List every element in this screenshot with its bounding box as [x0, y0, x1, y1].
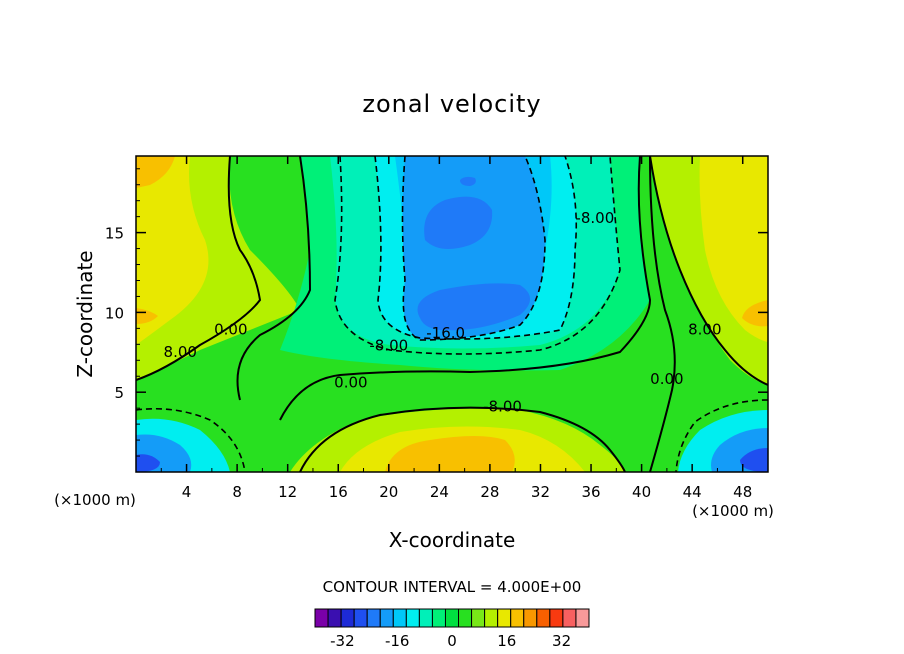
- field-lower-left-dark: [136, 454, 160, 472]
- x-tick-label: 44: [683, 483, 702, 501]
- colorbar-swatch: [575, 608, 590, 628]
- colorbar-swatch: [392, 608, 407, 628]
- x-axis-label: X-coordinate: [389, 528, 516, 552]
- field-lower-orange: [385, 436, 515, 472]
- y-tick-label: 5: [114, 384, 124, 402]
- x-tick-label: 28: [480, 483, 499, 501]
- contour-value-label: -16.0: [426, 324, 465, 342]
- field-lower-right-dark: [740, 448, 768, 472]
- y-tick-label: 15: [105, 225, 124, 243]
- x-tick-label: 20: [379, 483, 398, 501]
- colorbar-swatch: [431, 608, 446, 628]
- contour-lines: [136, 156, 768, 472]
- colorbar-tick-label: -32: [330, 632, 355, 650]
- contour-value-label: 8.00: [164, 343, 197, 361]
- colorbar-tick-label: 16: [497, 632, 516, 650]
- field-blue-core-1: [424, 196, 493, 249]
- contour-line-0-left: [236, 156, 312, 401]
- colorbar: -32 -16 0 16 32: [314, 608, 590, 650]
- field-left-core: [136, 156, 209, 345]
- y-axis-label: Z-coordinate: [73, 250, 97, 377]
- contour-value-label: 0.00: [650, 370, 683, 388]
- contour-labels: 8.000.00-8.00-16.0-8.000.00-8.000.008.00: [164, 209, 722, 415]
- contour-field: [136, 156, 768, 472]
- field-right-orange: [742, 300, 768, 327]
- colorbar-swatch: [379, 608, 394, 628]
- x-tick-label: 24: [430, 483, 449, 501]
- colorbar-tick-label: -16: [385, 632, 410, 650]
- contour-line-8-lower: [299, 406, 626, 472]
- contour-value-label: -8.00: [483, 397, 522, 415]
- colorbar-swatch: [353, 608, 368, 628]
- colorbar-swatch: [562, 608, 577, 628]
- colorbar-swatch: [471, 608, 486, 628]
- x-axis: 4 8 12 16 20 24 28 32 36 40 44 48: [160, 156, 752, 501]
- x-tick-label: 4: [182, 483, 192, 501]
- contour-interval-text: CONTOUR INTERVAL = 4.000E+00: [323, 578, 582, 596]
- plot-frame: [135, 155, 769, 473]
- colorbar-swatch: [444, 608, 460, 628]
- contour-line-neg16: [401, 156, 546, 341]
- y-axis: 5 10 15: [105, 168, 768, 457]
- x-tick-label: 40: [632, 483, 651, 501]
- colorbar-swatch: [327, 608, 342, 628]
- colorbar-swatch: [484, 608, 499, 628]
- contour-value-label: 0.00: [334, 373, 367, 391]
- colorbar-swatch: [405, 608, 420, 628]
- contour-line-neg8-lower-left: [136, 407, 246, 472]
- field-left-top-orange: [136, 156, 175, 188]
- chart-title: zonal velocity: [362, 90, 541, 118]
- contour-line-0-right: [649, 156, 676, 472]
- colorbar-swatch: [536, 608, 551, 628]
- x-tick-label: 48: [733, 483, 752, 501]
- field-right-core: [699, 156, 768, 342]
- x-tick-label: 12: [278, 483, 297, 501]
- y-tick-label: 10: [105, 304, 124, 322]
- x-tick-label: 32: [531, 483, 550, 501]
- colorbar-swatch: [458, 608, 473, 628]
- x-unit-right: (×1000 m): [692, 502, 774, 520]
- colorbar-swatch: [418, 608, 433, 628]
- colorbar-tick-label: 0: [447, 632, 457, 650]
- contour-value-label: -8.00: [575, 209, 614, 227]
- colorbar-swatch: [366, 608, 381, 628]
- colorbar-tick-label: 32: [552, 632, 571, 650]
- colorbar-swatch: [314, 608, 329, 628]
- contour-line-neg8-lower-right: [675, 399, 768, 472]
- colorbar-swatch: [523, 608, 538, 628]
- field-blue-core-3: [460, 176, 476, 186]
- contour-value-label: -8.00: [369, 337, 408, 355]
- contour-value-label: 0.00: [214, 321, 247, 339]
- colorbar-swatch: [340, 608, 355, 628]
- colorbar-swatch: [497, 608, 512, 628]
- colorbar-swatch: [549, 608, 564, 628]
- contour-value-label: 8.00: [688, 321, 721, 339]
- contour-line-0-center: [279, 156, 652, 421]
- x-unit-left: (×1000 m): [54, 491, 136, 509]
- contour-line-8-left: [136, 156, 262, 381]
- x-tick-label: 16: [329, 483, 348, 501]
- x-tick-label: 36: [581, 483, 600, 501]
- x-tick-label: 8: [232, 483, 242, 501]
- field-blue-core-2: [417, 283, 530, 331]
- contour-line-neg8-center: [374, 156, 578, 340]
- contour-line-8-right: [649, 156, 768, 386]
- colorbar-swatch: [510, 608, 525, 628]
